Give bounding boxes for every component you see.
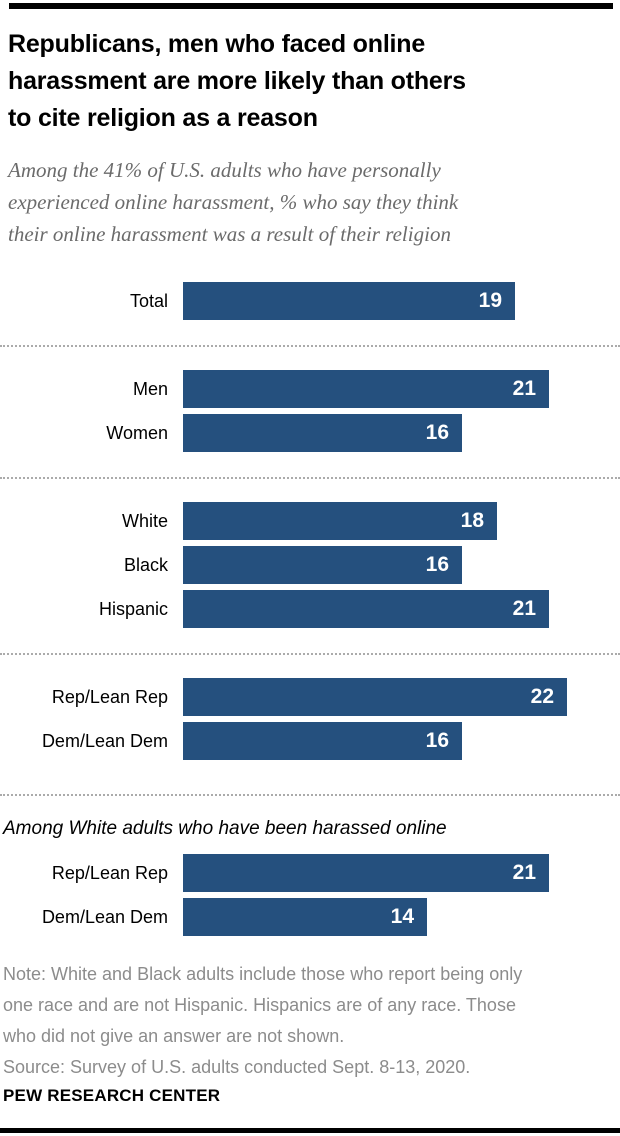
bar: 22 (183, 678, 567, 716)
bar-track: 21 (183, 370, 610, 408)
note-line: one race and are not Hispanic. Hispanics… (3, 995, 516, 1015)
bar-value-label: 21 (512, 861, 536, 884)
bar-value-label: 21 (512, 597, 536, 620)
chart-subtitle-line: Among the 41% of U.S. adults who have pe… (8, 158, 441, 182)
bottom-rule (0, 1128, 620, 1133)
bar-row: Rep/Lean Rep 21 (8, 854, 610, 892)
bar-label: White (121, 511, 168, 531)
bar-value-label: 18 (460, 509, 484, 532)
bar-track: 18 (183, 502, 610, 540)
bar-group: Rep/Lean Rep 21 Dem/Lean Dem 14 (8, 854, 610, 936)
source-line: Source: Survey of U.S. adults conducted … (3, 1057, 471, 1077)
bar: 14 (183, 898, 427, 936)
bar-track: 16 (183, 722, 610, 760)
bar-track: 22 (183, 678, 610, 716)
bar-label: Women (106, 423, 168, 443)
bar-row: Rep/Lean Rep 22 (8, 678, 610, 716)
group-separator (0, 345, 620, 347)
bar-value-label: 16 (425, 729, 449, 752)
chart-subtitle-line: their online harassment was a result of … (8, 222, 451, 246)
bar: 16 (183, 414, 462, 452)
note-line: Note: White and Black adults include tho… (3, 964, 523, 984)
bar: 16 (183, 546, 462, 584)
bar-group: Men 21 Women 16 (8, 370, 610, 452)
bar-row: Men 21 (8, 370, 610, 408)
group-separator (0, 794, 620, 796)
bar-group: Rep/Lean Rep 22 Dem/Lean Dem 16 (8, 678, 610, 760)
bar-value-label: 19 (478, 289, 502, 312)
bar-label: Dem/Lean Dem (41, 907, 168, 927)
chart-title-line: to cite religion as a reason (8, 104, 318, 132)
bar-label: Black (123, 555, 168, 575)
bar: 21 (183, 370, 549, 408)
bar-track: 21 (183, 854, 610, 892)
bar: 21 (183, 590, 549, 628)
bar-track: 21 (183, 590, 610, 628)
bar-row: Black 16 (8, 546, 610, 584)
bar: 16 (183, 722, 462, 760)
bar-label: Rep/Lean Rep (51, 863, 168, 883)
chart-title-line: harassment are more likely than others (8, 67, 466, 95)
bar-group: White 18 Black 16 Hispanic 21 (8, 502, 610, 628)
bar-value-label: 16 (425, 553, 449, 576)
bar-row: White 18 (8, 502, 610, 540)
bar-row: Dem/Lean Dem 14 (8, 898, 610, 936)
content: Republicans, men who faced online harass… (0, 26, 620, 1105)
chart-title-line: Republicans, men who faced online (8, 30, 426, 58)
bar-track: 19 (183, 282, 610, 320)
chart-subtitle: Among the 41% of U.S. adults who have pe… (8, 154, 610, 250)
bar-value-label: 16 (425, 421, 449, 444)
bar-label: Total (129, 291, 168, 311)
group-separator (0, 653, 620, 655)
bar-row: Women 16 (8, 414, 610, 452)
bar-track: 14 (183, 898, 610, 936)
group-heading: Among White adults who have been harasse… (3, 818, 447, 839)
bar-row: Total 19 (8, 282, 610, 320)
bar-label: Hispanic (98, 599, 168, 619)
brand-pew-research-center: PEW RESEARCH CENTER (3, 1086, 221, 1105)
group-separator (0, 477, 620, 479)
bar-row: Dem/Lean Dem 16 (8, 722, 610, 760)
chart-note: Note: White and Black adults include tho… (3, 959, 610, 1083)
bar: 18 (183, 502, 497, 540)
bar-track: 16 (183, 414, 610, 452)
bar: 21 (183, 854, 549, 892)
top-rule (9, 3, 613, 9)
chart-title: Republicans, men who faced online harass… (8, 26, 610, 137)
chart-subtitle-line: experienced online harassment, % who say… (8, 190, 459, 214)
bar-value-label: 14 (390, 905, 414, 928)
bar-chart: Total 19 Men 21 Women 16 White 18 Black 16 Hispani… (0, 282, 620, 936)
bar-value-label: 22 (530, 685, 554, 708)
bar-label: Men (132, 379, 168, 399)
bar: 19 (183, 282, 515, 320)
bar-label: Rep/Lean Rep (51, 687, 168, 707)
bar-track: 16 (183, 546, 610, 584)
bar-value-label: 21 (512, 377, 536, 400)
bar-row: Hispanic 21 (8, 590, 610, 628)
note-line: who did not give an answer are not shown… (3, 1026, 345, 1046)
bar-group: Total 19 (8, 282, 610, 320)
bar-label: Dem/Lean Dem (41, 731, 168, 751)
